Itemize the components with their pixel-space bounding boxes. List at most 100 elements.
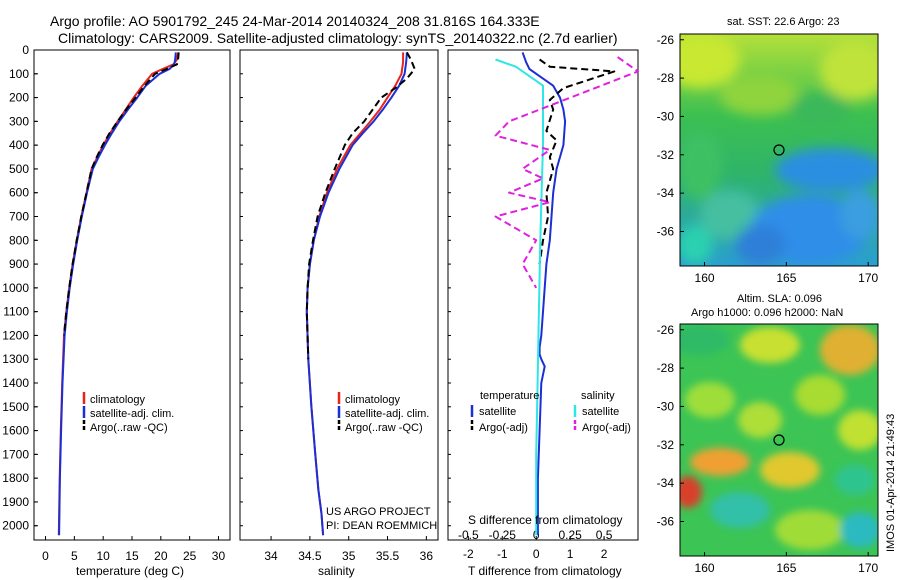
s-difference-axis-label: S difference from climatology bbox=[468, 513, 623, 527]
legend-label-satellite: satellite-adj. clim. bbox=[345, 408, 429, 420]
depth-tick-label: 1500 bbox=[2, 400, 29, 414]
legend-header-temperature: temperature bbox=[480, 390, 539, 402]
sla-map-title-line-1: Altim. SLA: 0.096 bbox=[737, 293, 822, 305]
legend-label-argo: Argo(..raw -QC) bbox=[90, 422, 168, 434]
x-tick-label: 15 bbox=[125, 549, 139, 563]
temperature-legend: climatology satellite-adj. clim. Argo(..… bbox=[82, 392, 174, 434]
x-tick-label: 10 bbox=[96, 549, 110, 563]
difference-panel-frame bbox=[447, 49, 639, 541]
depth-tick-label: 600 bbox=[9, 186, 29, 200]
legend-label-argo: Argo(..raw -QC) bbox=[345, 422, 423, 434]
x-tick-label: 35.5 bbox=[376, 549, 400, 563]
x-tick-label: 35 bbox=[342, 549, 356, 563]
sst-map-axes: 160 165 170 -26 -28 -30 -32 -34 -36 bbox=[657, 33, 879, 285]
depth-tick-label: 1600 bbox=[2, 424, 29, 438]
title-line-1: Argo profile: AO 5901792_245 24-Mar-2014… bbox=[50, 13, 540, 29]
difference-series-salinity-argo-adj- bbox=[494, 56, 639, 289]
salinity-chart: 34 34.5 35 35.5 36 bbox=[240, 49, 434, 563]
salinity-series-climatology bbox=[305, 52, 405, 536]
difference-series-temperature-satellite bbox=[521, 52, 567, 536]
sla-map-title-line-2: Argo h1000: 0.096 h2000: NaN bbox=[691, 307, 843, 319]
sla-map-axes: 160 165 170 -26 -28 -30 -32 -34 -36 bbox=[657, 323, 879, 575]
depth-tick-label: 200 bbox=[9, 91, 29, 105]
legend-header-salinity: salinity bbox=[581, 390, 615, 402]
salinity-series-satellite-adj-clim- bbox=[305, 52, 408, 536]
salinity-panel-frame bbox=[239, 49, 439, 541]
legend-label-s-satellite: satellite bbox=[582, 406, 619, 418]
map-y-tick-label: -26 bbox=[657, 33, 675, 47]
sla-map-image bbox=[680, 324, 878, 556]
map-y-tick-label: -28 bbox=[657, 361, 675, 375]
map-y-tick-label: -36 bbox=[657, 514, 675, 528]
x-tick-label: 36 bbox=[420, 549, 434, 563]
salinity-axis-label: salinity bbox=[318, 564, 355, 578]
x-tick-label: 2 bbox=[601, 547, 608, 561]
top-x-tick-label: 0.5 bbox=[596, 528, 613, 542]
depth-tick-label: 1000 bbox=[2, 281, 29, 295]
difference-legend: temperature salinity satellite Argo(-adj… bbox=[470, 390, 631, 434]
x-tick-label: 0 bbox=[533, 547, 540, 561]
depth-tick-label: 300 bbox=[9, 114, 29, 128]
legend-label-climatology: climatology bbox=[90, 394, 146, 406]
x-tick-label: 0 bbox=[42, 549, 49, 563]
sla-map-frame bbox=[679, 323, 879, 557]
profile-panels: 0 5 10 15 20 25 30 34 34.5 35 35.5 36 -2 -1 0 1 2 -0.5 -0.… bbox=[34, 49, 639, 563]
t-difference-axis-label: T difference from climatology bbox=[468, 564, 622, 578]
map-y-tick-label: -32 bbox=[657, 148, 675, 162]
legend-label-climatology: climatology bbox=[345, 394, 401, 406]
sst-map-title: sat. SST: 22.6 Argo: 23 bbox=[727, 16, 840, 28]
depth-tick-label: 0 bbox=[22, 43, 29, 57]
map-x-tick-label: 170 bbox=[858, 271, 878, 285]
x-tick-label: 34 bbox=[264, 549, 278, 563]
credit-text: IMOS 01-Apr-2014 21:49:43 bbox=[885, 414, 897, 552]
x-tick-label: 30 bbox=[212, 549, 226, 563]
map-x-tick-label: 170 bbox=[858, 561, 878, 575]
depth-tick-label: 1200 bbox=[2, 328, 29, 342]
legend-label-satellite: satellite-adj. clim. bbox=[90, 408, 174, 420]
x-tick-label: 1 bbox=[567, 547, 574, 561]
temperature-series-satellite-adj-clim- bbox=[58, 52, 177, 536]
x-tick-label: -1 bbox=[497, 547, 508, 561]
temperature-chart: 0 5 10 15 20 25 30 bbox=[34, 49, 226, 563]
map-x-tick-label: 160 bbox=[695, 561, 715, 575]
salinity-series-argo-raw-qc- bbox=[305, 51, 416, 360]
depth-tick-label: 400 bbox=[9, 138, 29, 152]
map-y-tick-label: -36 bbox=[657, 224, 675, 238]
depth-tick-label: 1900 bbox=[2, 495, 29, 509]
depth-tick-label: 1400 bbox=[2, 376, 29, 390]
depth-tick-label: 100 bbox=[9, 67, 29, 81]
sst-argo-location-marker bbox=[773, 144, 785, 156]
map-y-tick-label: -28 bbox=[657, 71, 675, 85]
x-tick-label: 34.5 bbox=[298, 549, 322, 563]
top-x-tick-label: -0.25 bbox=[489, 528, 517, 542]
difference-chart: -2 -1 0 1 2-0.5 -0.25 0 0.25 0.5 bbox=[448, 49, 639, 561]
sst-map-image bbox=[680, 34, 878, 266]
depth-tick-label: 1100 bbox=[3, 305, 29, 319]
x-tick-label: -2 bbox=[463, 547, 474, 561]
map-y-tick-label: -34 bbox=[657, 186, 675, 200]
map-y-tick-label: -32 bbox=[657, 438, 675, 452]
map-y-tick-label: -34 bbox=[657, 476, 675, 490]
map-y-tick-label: -26 bbox=[657, 323, 675, 337]
salinity-legend: climatology satellite-adj. clim. Argo(..… bbox=[337, 392, 429, 434]
temperature-axis-label: temperature (deg C) bbox=[76, 564, 184, 578]
sst-map-frame bbox=[679, 33, 879, 267]
depth-tick-label: 1300 bbox=[2, 352, 29, 366]
map-x-tick-label: 165 bbox=[776, 561, 796, 575]
legend-label-t-satellite: satellite bbox=[479, 406, 516, 418]
difference-series-salinity-satellite bbox=[495, 58, 544, 536]
map-x-tick-label: 165 bbox=[776, 271, 796, 285]
x-tick-label: 25 bbox=[183, 549, 197, 563]
sla-argo-location-marker bbox=[773, 434, 785, 446]
project-annotation: US ARGO PROJECT bbox=[326, 506, 431, 518]
depth-tick-label: 700 bbox=[9, 210, 29, 224]
temperature-series-argo-raw-qc- bbox=[63, 52, 180, 336]
title-line-2: Climatology: CARS2009. Satellite-adjuste… bbox=[58, 30, 618, 46]
map-y-tick-label: -30 bbox=[657, 399, 675, 413]
x-tick-label: 5 bbox=[71, 549, 78, 563]
depth-tick-label: 500 bbox=[9, 162, 29, 176]
top-x-tick-label: 0.25 bbox=[558, 528, 582, 542]
depth-tick-label: 900 bbox=[9, 257, 29, 271]
map-x-tick-label: 160 bbox=[695, 271, 715, 285]
